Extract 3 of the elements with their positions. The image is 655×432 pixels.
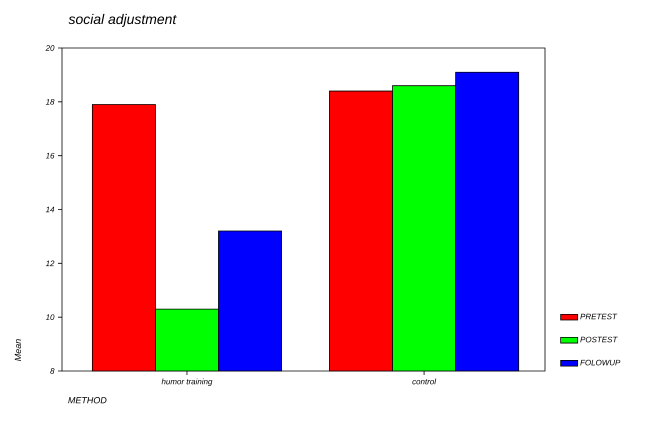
y-axis-title: Mean [14, 339, 22, 361]
chart-title: social adjustment [68, 14, 177, 27]
x-axis-title: METHOD [68, 397, 106, 404]
